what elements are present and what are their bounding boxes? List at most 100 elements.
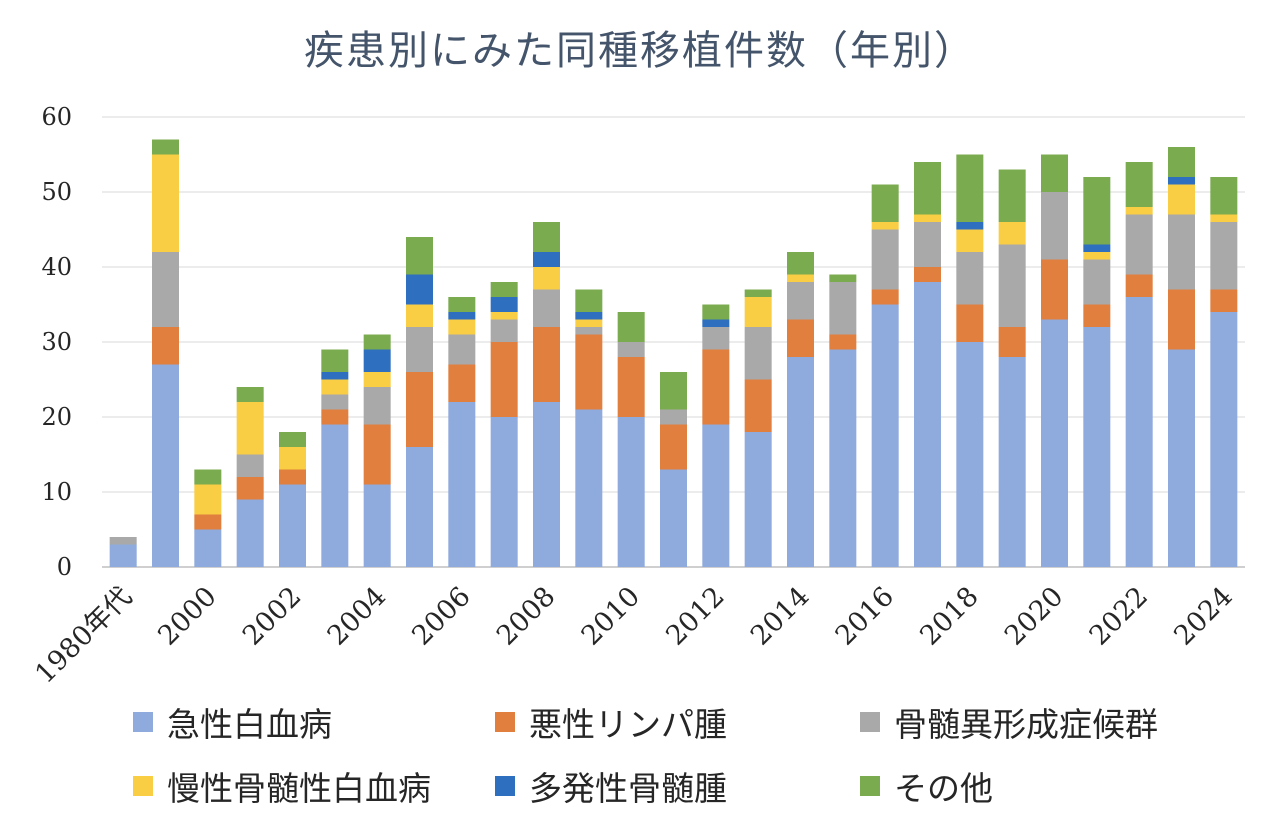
bar-segment	[321, 394, 349, 410]
bar-segment	[871, 229, 899, 290]
bar-segment	[363, 334, 391, 350]
legend-item: 悪性リンパ腫	[495, 698, 727, 746]
legend-swatch	[860, 712, 880, 732]
bar-segment	[406, 447, 433, 567]
legend-label: その他	[894, 769, 993, 808]
bar-segment	[533, 222, 560, 252]
bar-segment	[1168, 349, 1195, 567]
bar-segment	[914, 222, 941, 267]
bar-segment	[152, 364, 179, 567]
bar-segment	[744, 432, 772, 567]
bar-segment	[744, 379, 772, 432]
bar-segment	[914, 214, 941, 222]
bar-segment	[533, 267, 560, 290]
x-tick-label: 2006	[406, 581, 477, 652]
x-tick-label: 2022	[1084, 581, 1155, 652]
bar-segment	[236, 387, 264, 402]
x-tick-label: 2008	[491, 581, 562, 652]
bar-segment	[1083, 177, 1111, 245]
bar-segment	[1210, 222, 1238, 290]
legend-label: 骨髄異形成症候群	[894, 705, 1158, 744]
bar-segment	[406, 327, 433, 372]
bar-segment	[363, 484, 391, 567]
bar-segment	[871, 289, 899, 305]
bar-segment	[575, 334, 603, 410]
bar-segment	[660, 424, 687, 470]
bar-segment	[1168, 289, 1195, 350]
bar-segment	[744, 289, 772, 297]
bar-segment	[490, 297, 518, 312]
bar-segment	[194, 529, 222, 567]
bar-segment	[787, 357, 814, 567]
bar-segment	[1041, 259, 1068, 320]
bar-segment	[490, 319, 518, 342]
legend-label: 慢性骨髄性白血病	[167, 769, 431, 808]
bar-segment	[617, 357, 645, 417]
bar-segment	[871, 184, 899, 222]
bar-segment	[1041, 319, 1068, 567]
bar-segment	[321, 349, 349, 372]
bar-segment	[490, 342, 518, 417]
bar-segment	[448, 297, 476, 312]
x-tick-label: 2012	[660, 581, 731, 652]
bar-segment	[109, 537, 137, 545]
bar-segment	[321, 409, 349, 425]
bar-segment	[406, 237, 433, 275]
bar-segment	[956, 304, 984, 342]
bar-segment	[194, 514, 222, 530]
bar-segment	[702, 327, 730, 350]
bar-segment	[617, 417, 645, 567]
bar-segment	[1168, 177, 1195, 185]
bar-segment	[236, 499, 264, 567]
bar-segment	[152, 139, 179, 155]
legend-label: 多発性骨髄腫	[529, 769, 727, 808]
bar-segment	[279, 447, 306, 470]
bar-segment	[363, 387, 391, 425]
bar-segment	[744, 297, 772, 327]
bar-segment	[236, 402, 264, 455]
x-tick-label: 2002	[237, 581, 308, 652]
bar-segment	[1125, 214, 1153, 275]
bar-segment	[448, 334, 476, 365]
bar-segment	[448, 364, 476, 402]
x-tick-label: 2020	[999, 581, 1070, 652]
bar-segment	[1168, 147, 1195, 177]
bar-segment	[1041, 154, 1068, 192]
bar-segment	[575, 312, 603, 320]
bar-segment	[448, 312, 476, 320]
bar-segment	[575, 409, 603, 567]
legend-item: その他	[860, 762, 993, 810]
y-tick-label: 20	[41, 403, 72, 431]
x-tick-label: 2018	[914, 581, 985, 652]
x-tick-label: 2004	[322, 581, 393, 652]
bar-segment	[321, 372, 349, 380]
bar-segment	[363, 349, 391, 372]
bar-segment	[533, 252, 560, 267]
bar-segment	[787, 274, 814, 282]
bar-segment	[152, 327, 179, 365]
bar-segment	[448, 402, 476, 567]
bar-segment	[702, 304, 730, 320]
bar-segment	[956, 342, 984, 567]
bar-segment	[956, 252, 984, 305]
bar-segment	[617, 312, 645, 342]
bar-segment	[914, 282, 941, 567]
bar-segment	[702, 424, 730, 567]
bar-segment	[1083, 244, 1111, 252]
bar-segment	[914, 162, 941, 215]
bar-segment	[829, 282, 857, 335]
bar-segment	[406, 372, 433, 447]
bar-segment	[448, 319, 476, 335]
x-tick-label: 2010	[576, 581, 647, 652]
bar-segment	[490, 282, 518, 297]
bar-segment	[829, 334, 857, 350]
bar-segment	[1083, 252, 1111, 260]
bar-segment	[617, 342, 645, 357]
bar-segment	[1210, 177, 1238, 215]
y-tick-label: 60	[41, 103, 72, 131]
bar-segment	[152, 252, 179, 327]
bar-segment	[998, 357, 1026, 567]
y-tick-label: 40	[41, 253, 72, 281]
bar-segment	[321, 379, 349, 395]
bar-segment	[109, 544, 137, 567]
